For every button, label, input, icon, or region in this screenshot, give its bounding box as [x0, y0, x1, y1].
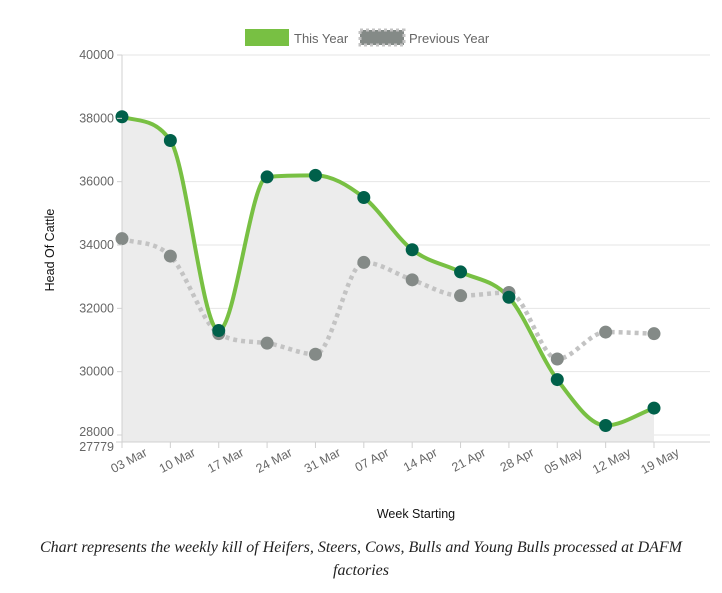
- y-tick-label: 40000: [79, 48, 114, 62]
- previous-year-point[interactable]: [454, 289, 468, 303]
- x-tick-label: 10 Mar: [157, 445, 198, 476]
- legend-label-this-year: This Year: [294, 31, 349, 46]
- x-tick-label: 07 Apr: [353, 445, 391, 474]
- legend-item-previous-year[interactable]: Previous Year: [358, 28, 490, 47]
- this-year-point[interactable]: [599, 419, 613, 433]
- x-tick-label: 24 Mar: [254, 445, 295, 476]
- y-tick-label: 38000: [79, 111, 114, 125]
- legend-swatch-previous-year: [358, 28, 406, 47]
- x-tick-label: 03 Mar: [108, 445, 149, 476]
- previous-year-point[interactable]: [260, 336, 274, 350]
- y-tick-label: 30000: [79, 365, 114, 379]
- this-year-points: [115, 110, 661, 433]
- this-year-point[interactable]: [454, 265, 468, 279]
- previous-year-point[interactable]: [550, 352, 564, 366]
- chart-caption: Chart represents the weekly kill of Heif…: [39, 539, 682, 579]
- x-tick-label: 19 May: [639, 445, 682, 477]
- this-year-area: [122, 116, 654, 442]
- x-axis-title: Week Starting: [377, 507, 455, 521]
- this-year-point[interactable]: [163, 134, 177, 148]
- previous-year-point[interactable]: [163, 249, 177, 263]
- previous-year-point[interactable]: [405, 273, 419, 287]
- this-year-point[interactable]: [115, 110, 129, 124]
- legend-label-previous-year: Previous Year: [409, 31, 490, 46]
- y-tick-label: 36000: [79, 175, 114, 189]
- x-tick-label: 17 Mar: [205, 445, 246, 476]
- previous-year-point[interactable]: [599, 325, 613, 339]
- y-tick-label: 32000: [79, 301, 114, 315]
- x-tick-label: 14 Apr: [401, 445, 439, 474]
- this-year-point[interactable]: [308, 168, 322, 182]
- previous-year-point[interactable]: [647, 327, 661, 341]
- this-year-point[interactable]: [260, 170, 274, 184]
- previous-year-points: [115, 232, 661, 366]
- legend-swatch-this-year: [245, 29, 289, 46]
- legend-item-this-year[interactable]: This Year: [245, 29, 349, 46]
- this-year-point[interactable]: [405, 243, 419, 257]
- x-tick-label: 05 May: [542, 445, 585, 477]
- this-year-point[interactable]: [550, 373, 564, 387]
- this-year-point[interactable]: [357, 191, 371, 205]
- this-year-point[interactable]: [647, 401, 661, 415]
- y-tick-label: 34000: [79, 238, 114, 252]
- previous-year-point[interactable]: [357, 255, 371, 269]
- y-tick-label: 28000: [79, 425, 114, 439]
- x-tick-label: 31 Mar: [302, 445, 343, 476]
- previous-year-point[interactable]: [115, 232, 129, 246]
- y-axis-title: Head Of Cattle: [43, 209, 57, 292]
- x-tick-label: 28 Apr: [498, 445, 536, 474]
- this-year-point[interactable]: [502, 290, 516, 304]
- this-year-point[interactable]: [212, 324, 226, 338]
- previous-year-point[interactable]: [308, 347, 322, 361]
- y-tick-label: 27779: [79, 440, 114, 454]
- x-tick-label: 12 May: [590, 445, 633, 477]
- x-tick-label: 21 Apr: [449, 445, 487, 474]
- legend: This Year Previous Year: [245, 28, 490, 47]
- x-axis-ticks: 03 Mar 10 Mar 17 Mar 24 Mar 31 Mar 07 Apr 14 A…: [108, 442, 682, 477]
